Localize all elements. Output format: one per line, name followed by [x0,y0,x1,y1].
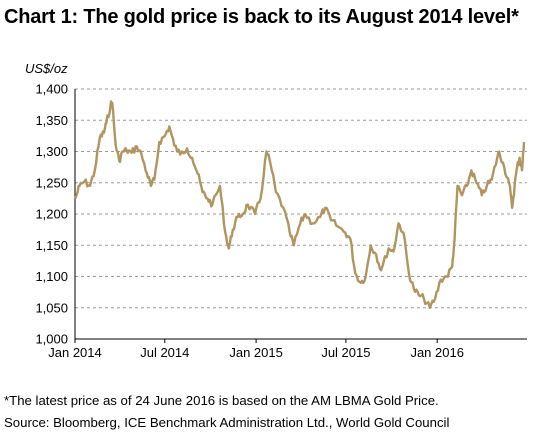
x-tick-label: Jul 2015 [321,345,370,360]
x-tick-label: Jan 2014 [48,345,102,360]
axes [74,89,527,340]
gold-price-line [74,100,526,309]
x-axis-ticks: Jan 2014 Jul 2014 Jan 2015 Jul 2015 Jan 2016 [48,339,464,360]
y-tick-label: 1,050 [35,300,68,315]
grid-lines [75,88,527,309]
x-tick-label: Jan 2016 [410,345,464,360]
y-tick-label: 1,100 [35,269,68,284]
y-tick-label: 1,400 [35,82,68,97]
x-tick-label: Jul 2014 [140,345,189,360]
footnote: *The latest price as of 24 June 2016 is … [4,393,439,408]
y-tick-label: 1,300 [35,144,68,159]
y-tick-label: 1,150 [35,238,68,253]
y-axis-ticks: 1,000 1,050 1,100 1,150 1,200 1,250 1,300 1,350… [35,82,68,347]
y-tick-label: 1,200 [35,207,68,222]
x-tick-label: Jan 2015 [229,345,283,360]
source-note: Source: Bloomberg, ICE Benchmark Adminis… [4,415,450,430]
y-tick-label: 1,000 [35,332,68,347]
y-axis-unit-label: US$/oz [25,61,68,76]
gold-price-chart: 1,000 1,050 1,100 1,150 1,200 1,250 1,300 1,350… [35,82,527,360]
y-tick-label: 1,350 [35,113,68,128]
chart-title: Chart 1: The gold price is back to its A… [4,6,519,28]
y-tick-label: 1,250 [35,175,68,190]
